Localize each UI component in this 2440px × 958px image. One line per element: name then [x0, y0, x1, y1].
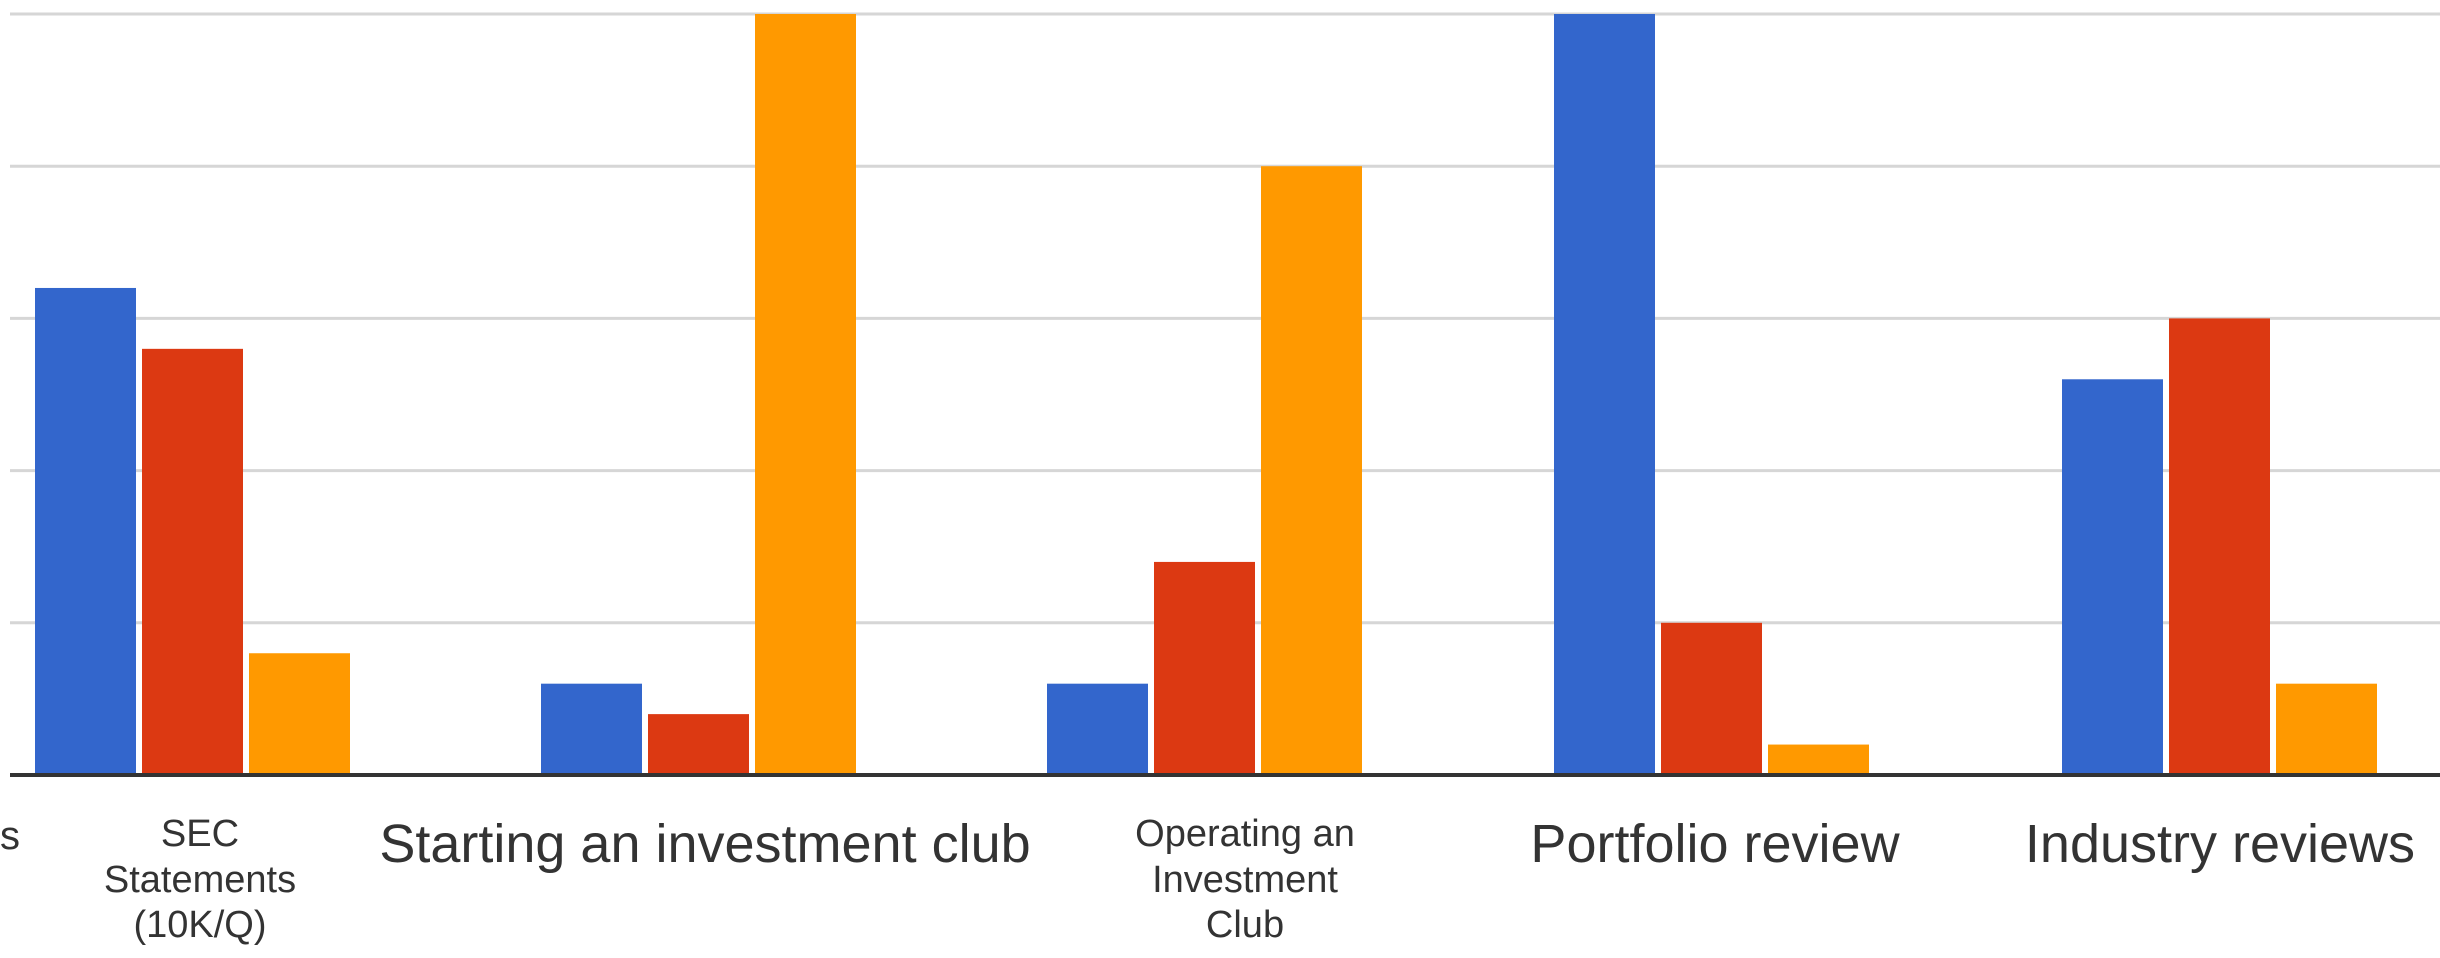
bar-4-series-2	[1768, 744, 1869, 775]
category-label-3: Operating an Investment Club	[1135, 813, 1355, 947]
bar-1-series-1	[142, 348, 243, 775]
bar-2-series-2	[755, 14, 856, 775]
bar-2-series-1	[648, 714, 749, 775]
category-label-0: s	[0, 814, 20, 858]
bar-3-series-0	[1047, 683, 1148, 775]
category-label-5: Industry reviews	[2024, 814, 2416, 874]
bars	[35, 14, 2377, 775]
bar-3-series-1	[1154, 561, 1255, 775]
category-label-4: Portfolio review	[1530, 814, 1900, 874]
bar-1-series-0	[35, 287, 136, 775]
bar-4-series-0	[1554, 14, 1655, 775]
bar-4-series-1	[1661, 622, 1762, 775]
category-label-2: Starting an investment club	[379, 814, 1031, 874]
bar-2-series-0	[541, 683, 642, 775]
bar-3-series-2	[1261, 166, 1362, 775]
bar-5-series-2	[2276, 683, 2377, 775]
gridlines	[10, 12, 2440, 625]
category-label-1: SEC Statements (10K/Q)	[103, 813, 297, 947]
bar-1-series-2	[249, 653, 350, 775]
bar-5-series-0	[2062, 379, 2163, 775]
bar-5-series-1	[2169, 318, 2270, 775]
